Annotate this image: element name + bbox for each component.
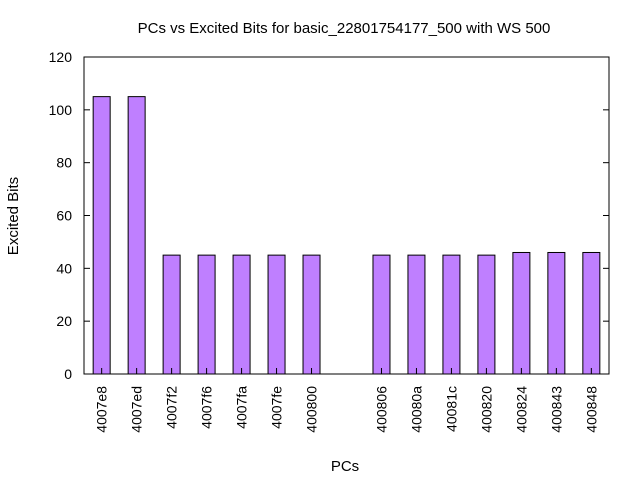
x-tick-label: 4007fe <box>269 386 285 429</box>
x-axis-label: PCs <box>331 458 359 475</box>
bar <box>232 254 251 375</box>
x-tick-label: 400806 <box>373 386 389 433</box>
x-tick-label: 4007fa <box>234 386 250 429</box>
bar <box>92 96 111 375</box>
bar <box>582 251 601 375</box>
bar <box>442 254 461 375</box>
bar <box>372 254 391 375</box>
x-tick-label: 400848 <box>583 386 599 433</box>
y-tick-label: 20 <box>56 313 72 329</box>
x-tick-label: 400824 <box>513 386 529 433</box>
x-tick-label: 400820 <box>478 386 494 433</box>
plot-area: 0 20 40 60 80 100 120 4007e8 4007ed 4007f2 4007f6 4… <box>49 49 610 433</box>
x-tick-label: 4007f6 <box>199 386 215 429</box>
bar <box>267 254 286 375</box>
x-tick-label: 40081c <box>443 386 459 432</box>
x-tick-label: 40080a <box>408 386 424 433</box>
y-tick-label: 100 <box>49 102 73 118</box>
y-axis-label: Excited Bits <box>5 177 22 255</box>
bar <box>547 251 566 375</box>
bar <box>197 254 216 375</box>
x-tick-label: 4007ed <box>129 386 145 433</box>
x-tick-label: 400843 <box>548 386 564 433</box>
bar <box>162 254 181 375</box>
y-tick-label: 0 <box>64 366 72 382</box>
x-tick-label: 4007f2 <box>164 386 180 429</box>
bar <box>407 254 426 375</box>
bar <box>127 96 146 375</box>
x-tick-label: 400800 <box>304 386 320 433</box>
y-tick-label: 120 <box>49 49 73 65</box>
y-tick-label: 60 <box>56 208 72 224</box>
bar <box>512 251 531 375</box>
chart-title: PCs vs Excited Bits for basic_2280175417… <box>138 20 551 37</box>
bar <box>302 254 321 375</box>
y-tick-label: 40 <box>56 260 72 276</box>
y-tick-label: 80 <box>56 155 72 171</box>
bar <box>477 254 496 375</box>
x-tick-label: 4007e8 <box>94 386 110 433</box>
